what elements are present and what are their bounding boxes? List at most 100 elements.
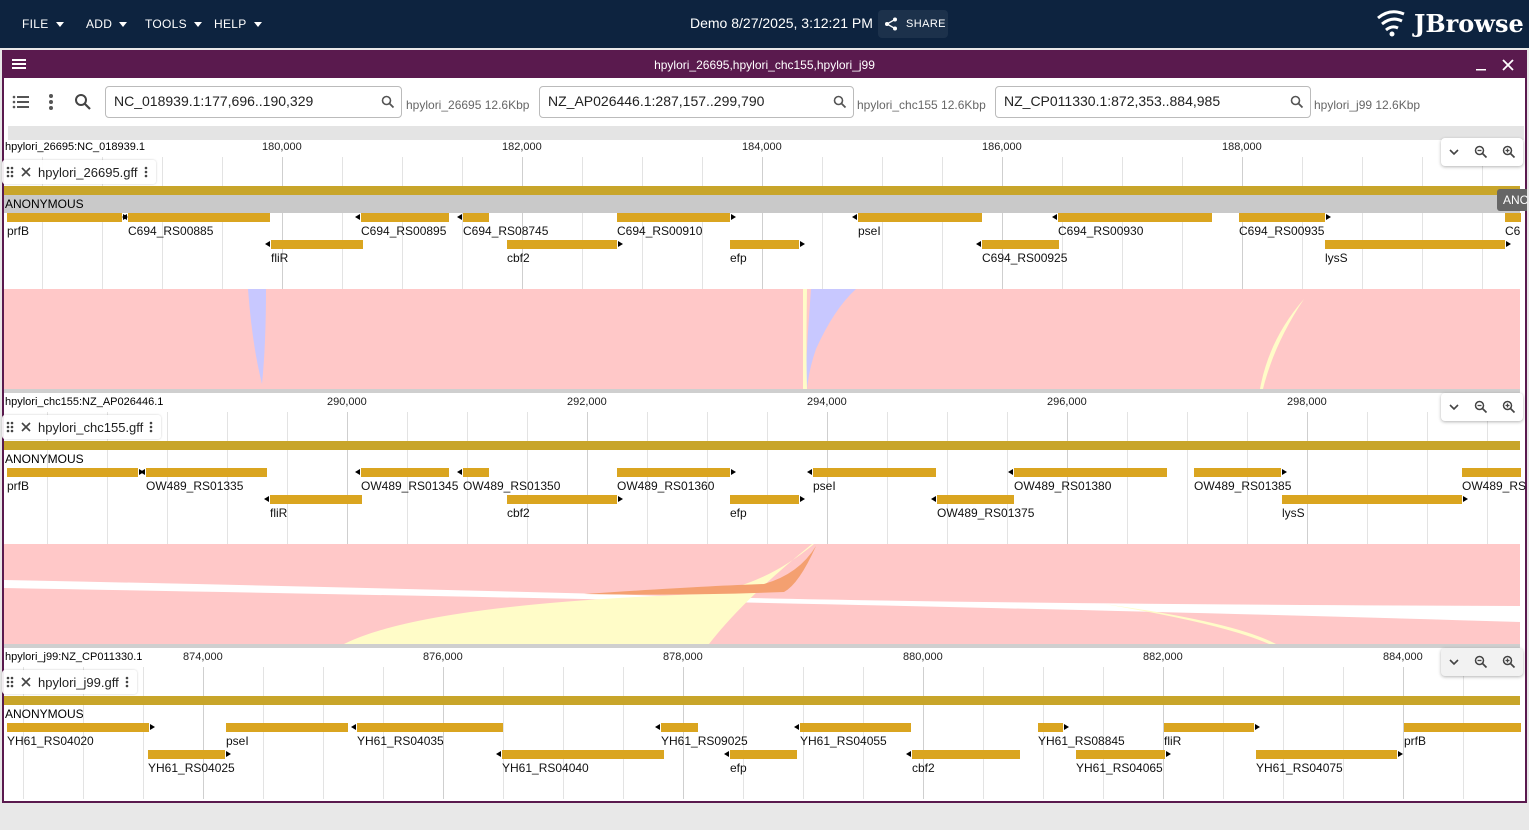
search-icon[interactable] [833,95,847,109]
strand-arrow-icon [976,241,981,247]
tick-label: 292,000 [567,396,607,408]
gene-feature[interactable] [1164,723,1254,732]
strand-arrow-icon [655,724,660,730]
zoom-in-icon[interactable] [1502,145,1516,159]
zoom-out-icon[interactable] [1474,655,1488,669]
search-icon[interactable] [74,93,92,111]
minimize-icon[interactable] [1475,59,1487,71]
session-name[interactable]: Demo 8/27/2025, 3:12:21 PM [690,15,873,31]
tick-label: 188,000 [1222,141,1262,153]
more-vert-icon[interactable] [149,421,153,433]
gridline [1002,157,1003,289]
search-icon[interactable] [1290,95,1304,109]
gene-feature[interactable] [1282,495,1462,504]
track-selector-icon[interactable] [12,94,30,110]
gene-feature[interactable] [463,213,489,222]
gene-feature[interactable] [7,468,138,477]
gene-feature[interactable] [271,240,363,249]
gene-feature[interactable] [463,468,489,477]
strand-arrow-icon [1064,724,1069,730]
gene-feature[interactable] [270,495,362,504]
gene-feature[interactable] [7,213,122,222]
gridline [407,412,408,544]
strand-arrow-icon [1326,214,1331,220]
gridline [83,667,84,799]
drag-handle-icon[interactable] [6,421,14,433]
gene-feature[interactable] [661,723,698,732]
search-icon[interactable] [381,95,395,109]
drag-handle-icon[interactable] [6,676,14,688]
gene-feature[interactable] [1194,468,1281,477]
zoom-out-icon[interactable] [1474,400,1488,414]
chevron-down-icon[interactable] [1448,146,1460,158]
gridline [462,157,463,289]
close-icon[interactable] [20,676,32,688]
gridline [563,667,564,799]
gene-feature[interactable] [1076,750,1165,759]
gene-feature[interactable] [226,723,348,732]
close-icon[interactable] [1501,58,1515,72]
tools-menu[interactable]: TOOLS [145,12,202,36]
gene-feature[interactable] [1462,468,1521,477]
gene-feature[interactable] [1239,213,1325,222]
gene-feature[interactable] [730,240,799,249]
gene-feature[interactable] [507,495,617,504]
more-vert-icon[interactable] [48,93,54,111]
location-input-2[interactable]: NZ_AP026446.1:287,157..299,790 [539,86,854,118]
gene-feature[interactable] [1325,240,1505,249]
gene-feature[interactable] [858,213,982,222]
add-menu[interactable]: ADD [86,12,128,36]
anonymous-row: ANONYMOUS [4,195,1520,213]
gene-feature[interactable] [982,240,1059,249]
gene-feature[interactable] [800,723,911,732]
gene-feature[interactable] [128,213,270,222]
gene-feature[interactable] [813,468,936,477]
gene-feature[interactable] [361,468,449,477]
gene-feature[interactable] [357,723,503,732]
gene-feature[interactable] [502,750,664,759]
file-menu[interactable]: FILE [22,12,64,36]
gene-feature[interactable] [361,213,449,222]
zoom-in-icon[interactable] [1502,400,1516,414]
feature-label: YH61_RS04065 [1076,761,1163,775]
chevron-down-icon[interactable] [1448,656,1460,668]
gene-feature[interactable] [1058,213,1212,222]
more-vert-icon[interactable] [144,166,148,178]
zoom-out-icon[interactable] [1474,145,1488,159]
gene-feature[interactable] [7,723,149,732]
gene-feature[interactable] [148,750,225,759]
gene-feature[interactable] [507,240,617,249]
gene-feature[interactable] [1014,468,1167,477]
chevron-down-icon[interactable] [1448,401,1460,413]
location-input-3[interactable]: NZ_CP011330.1:872,353..884,985 [995,86,1311,118]
more-vert-icon[interactable] [125,676,129,688]
hamburger-menu-icon[interactable] [12,58,26,70]
location-input-1[interactable]: NC_018939.1:177,696..190,329 [105,86,402,118]
drag-handle-icon[interactable] [6,166,14,178]
feature-label: YH61_RS09025 [661,734,748,748]
help-menu[interactable]: HELP [214,12,262,36]
gene-feature[interactable] [617,468,730,477]
gene-feature[interactable] [937,495,1014,504]
gene-feature[interactable] [730,750,797,759]
gridline [1067,412,1068,544]
share-button[interactable]: SHARE [878,10,948,38]
gene-feature[interactable] [1404,723,1521,732]
close-icon[interactable] [20,421,32,433]
gridline [23,667,24,799]
gridline [167,412,168,544]
gene-feature[interactable] [1038,723,1063,732]
gene-feature[interactable] [730,495,799,504]
gridline [383,667,384,799]
gene-feature[interactable] [146,468,267,477]
gene-feature[interactable] [912,750,1020,759]
gridline [582,157,583,289]
strand-arrow-icon [122,214,127,220]
zoom-in-icon[interactable] [1502,655,1516,669]
gene-feature[interactable] [617,213,730,222]
divider [4,389,1520,393]
gene-feature[interactable] [1505,213,1521,222]
chevron-down-icon [253,21,262,27]
close-icon[interactable] [20,166,32,178]
gene-feature[interactable] [1256,750,1397,759]
